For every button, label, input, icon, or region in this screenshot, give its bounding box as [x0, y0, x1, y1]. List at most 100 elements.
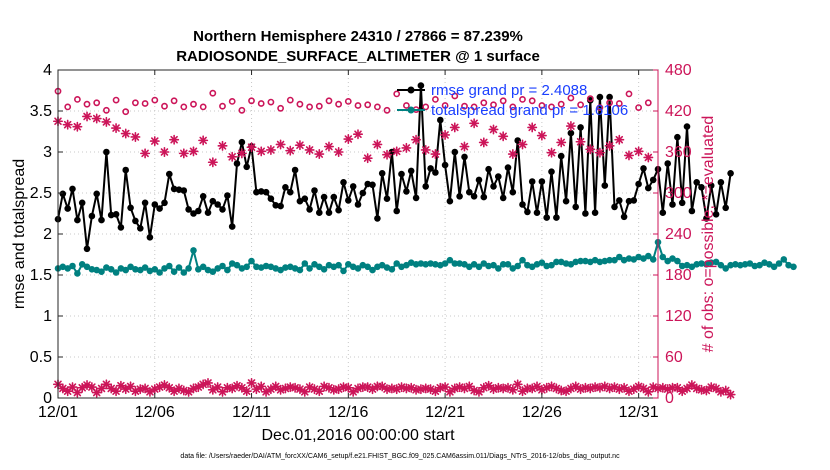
rmse-point	[374, 215, 381, 222]
legend-rmse-marker	[407, 86, 415, 94]
rmse-point	[533, 209, 541, 216]
obs_evaluated-point	[120, 128, 131, 139]
rmse-point	[582, 210, 589, 217]
rmse-point	[601, 182, 609, 189]
rmse-point	[287, 188, 294, 196]
asterisk-stroke	[431, 150, 440, 158]
rmse-point	[272, 202, 280, 209]
rmse-point	[645, 184, 652, 192]
obs_evaluated-point	[333, 147, 344, 157]
asterisk-stroke	[257, 147, 265, 156]
obs_possible-point	[567, 94, 575, 102]
totalspread-point	[611, 256, 618, 264]
y-tick-label: 2	[43, 226, 52, 243]
asterisk-stroke	[83, 112, 91, 121]
obs_evaluated-point	[72, 121, 83, 132]
obs_low-point	[512, 379, 523, 390]
rmse-point	[553, 214, 560, 221]
asterisk-stroke	[213, 383, 222, 391]
obs_possible-point	[306, 103, 313, 111]
totalspread-point	[233, 261, 241, 269]
obs_possible-point	[209, 89, 217, 97]
rmse-point	[112, 211, 120, 218]
asterisk-stroke	[538, 131, 546, 140]
obs_possible-point	[635, 104, 642, 111]
asterisk-stroke	[504, 383, 512, 392]
obs_evaluated-point	[178, 148, 189, 159]
rmse-point	[480, 193, 488, 201]
totalspread-point	[335, 261, 342, 269]
obs_possible-point	[267, 98, 275, 106]
totalspread-point	[306, 265, 313, 272]
asterisk-stroke	[426, 385, 435, 393]
asterisk-stroke	[315, 150, 324, 158]
totalspread-point	[548, 261, 555, 269]
rmse-point	[548, 168, 555, 175]
rmse-point	[727, 170, 734, 177]
rmse-point	[466, 188, 473, 196]
rmse-point	[538, 178, 546, 185]
totalspread-point	[74, 270, 81, 277]
asterisk-stroke	[557, 138, 565, 147]
asterisk-stroke	[412, 135, 420, 144]
asterisk-stroke	[460, 142, 469, 151]
rmse-point	[567, 129, 575, 137]
rmse-point	[132, 217, 139, 225]
rmse-point	[722, 204, 729, 212]
totalspread-point	[175, 264, 183, 271]
series-totalspread	[54, 238, 797, 277]
asterisk-stroke	[499, 384, 507, 393]
rmse-point	[407, 167, 415, 175]
obs_low-point	[580, 382, 591, 393]
totalspread-point	[577, 257, 584, 265]
totalspread-point	[282, 264, 289, 271]
rmse-point	[495, 173, 502, 180]
asterisk-stroke	[63, 120, 72, 129]
totalspread-point	[712, 258, 720, 266]
rmse-point	[267, 195, 275, 202]
asterisk-stroke	[209, 158, 217, 167]
totalspread-point	[180, 269, 188, 276]
totalspread-point	[199, 263, 207, 271]
rmse-point	[74, 216, 81, 224]
asterisk-stroke	[68, 383, 77, 391]
obs_evaluated-point	[304, 144, 315, 155]
totalspread-point	[722, 265, 729, 272]
series-layer	[52, 82, 797, 400]
asterisk-stroke	[610, 383, 619, 391]
obs_low-point	[203, 377, 213, 388]
data-file-footnote: data file: /Users/raeder/DAI/ATM_forcXX/…	[180, 453, 620, 460]
asterisk-stroke	[625, 151, 633, 160]
obs_possible-point	[170, 97, 178, 105]
asterisk-stroke	[605, 142, 614, 150]
totalspread-point	[645, 252, 652, 260]
totalspread-point	[340, 267, 347, 275]
totalspread-point	[485, 262, 492, 270]
y-right-tick-label: 60	[665, 349, 683, 366]
rmse-point	[137, 225, 144, 232]
obs_evaluated-point	[265, 144, 276, 155]
obs_possible-point	[74, 96, 81, 103]
rmse-point	[703, 215, 710, 222]
rmse-point	[693, 179, 700, 186]
obs_low-point	[430, 386, 441, 397]
obs_evaluated-point	[285, 145, 296, 156]
y-tick-label: 1.5	[30, 267, 52, 284]
totalspread-point	[499, 261, 507, 268]
rmse-point	[277, 202, 284, 210]
totalspread-point	[669, 255, 676, 262]
rmse-point	[316, 209, 323, 216]
totalspread-point	[243, 263, 250, 271]
asterisk-stroke	[199, 136, 207, 145]
rmse-point	[59, 190, 67, 198]
obs_evaluated-point	[207, 157, 218, 168]
obs_evaluated-point	[159, 147, 170, 157]
obs_evaluated-point	[314, 149, 325, 160]
y-tick-label: 1	[43, 308, 52, 325]
rmse-point	[577, 124, 584, 131]
asterisk-stroke	[392, 147, 401, 156]
totalspread-point	[151, 266, 159, 273]
rmse-point	[349, 183, 357, 190]
asterisk-stroke	[451, 123, 459, 132]
rmse-point	[359, 189, 367, 197]
